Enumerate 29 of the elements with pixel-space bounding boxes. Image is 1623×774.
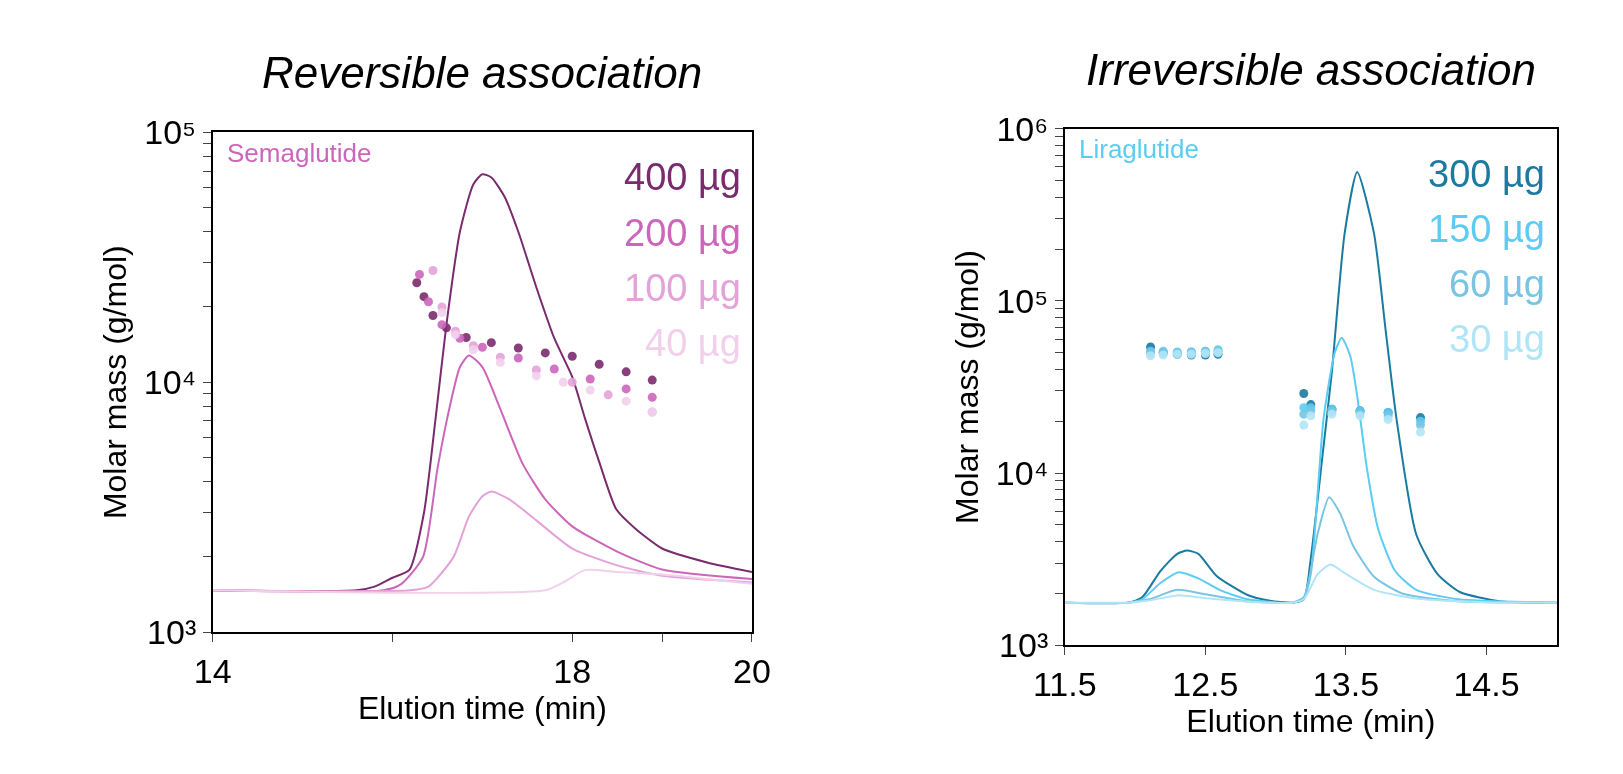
text: 30 µg bbox=[1449, 318, 1545, 360]
chart-title: Irreversible association bbox=[1086, 45, 1536, 94]
series-label: 300 µg bbox=[1428, 153, 1545, 195]
y-axis-title: Molar mass (g/mol) bbox=[948, 250, 985, 524]
y-tick-label: 10⁶ bbox=[996, 109, 1049, 148]
annotation: Liraglutide bbox=[1079, 134, 1199, 164]
x-axis-title: Elution time (min) bbox=[357, 689, 607, 726]
text: 100 µg bbox=[624, 267, 741, 309]
text: 150 µg bbox=[1428, 208, 1545, 250]
x-tick-label: 14 bbox=[193, 651, 232, 690]
y-tick-label: 10³ bbox=[999, 626, 1049, 665]
x-tick-label: 14.5 bbox=[1453, 664, 1520, 703]
y-tick-label: 10⁵ bbox=[996, 281, 1049, 320]
x-tick-label: 18 bbox=[553, 651, 592, 690]
annotation: Semaglutide bbox=[227, 138, 372, 168]
chart-title: Reversible association bbox=[262, 48, 703, 97]
y-tick-label: 10³ bbox=[147, 612, 197, 651]
x-tick-label: 13.5 bbox=[1312, 664, 1380, 703]
text: 60 µg bbox=[1449, 263, 1545, 305]
y-tick-label: 10⁵ bbox=[144, 113, 197, 152]
x-tick-label: 20 bbox=[733, 651, 771, 690]
y-tick-label: 10⁴ bbox=[143, 363, 197, 402]
y-axis-title: Molar mass (g/mol) bbox=[96, 245, 133, 520]
y-tick-label: 10⁴ bbox=[995, 454, 1049, 493]
text: 200 µg bbox=[624, 212, 741, 254]
text: 400 µg bbox=[624, 156, 741, 198]
x-tick-label: 11.5 bbox=[1032, 664, 1097, 703]
x-tick-label: 12.5 bbox=[1172, 664, 1239, 703]
x-axis-title: Elution time (min) bbox=[1186, 702, 1436, 739]
